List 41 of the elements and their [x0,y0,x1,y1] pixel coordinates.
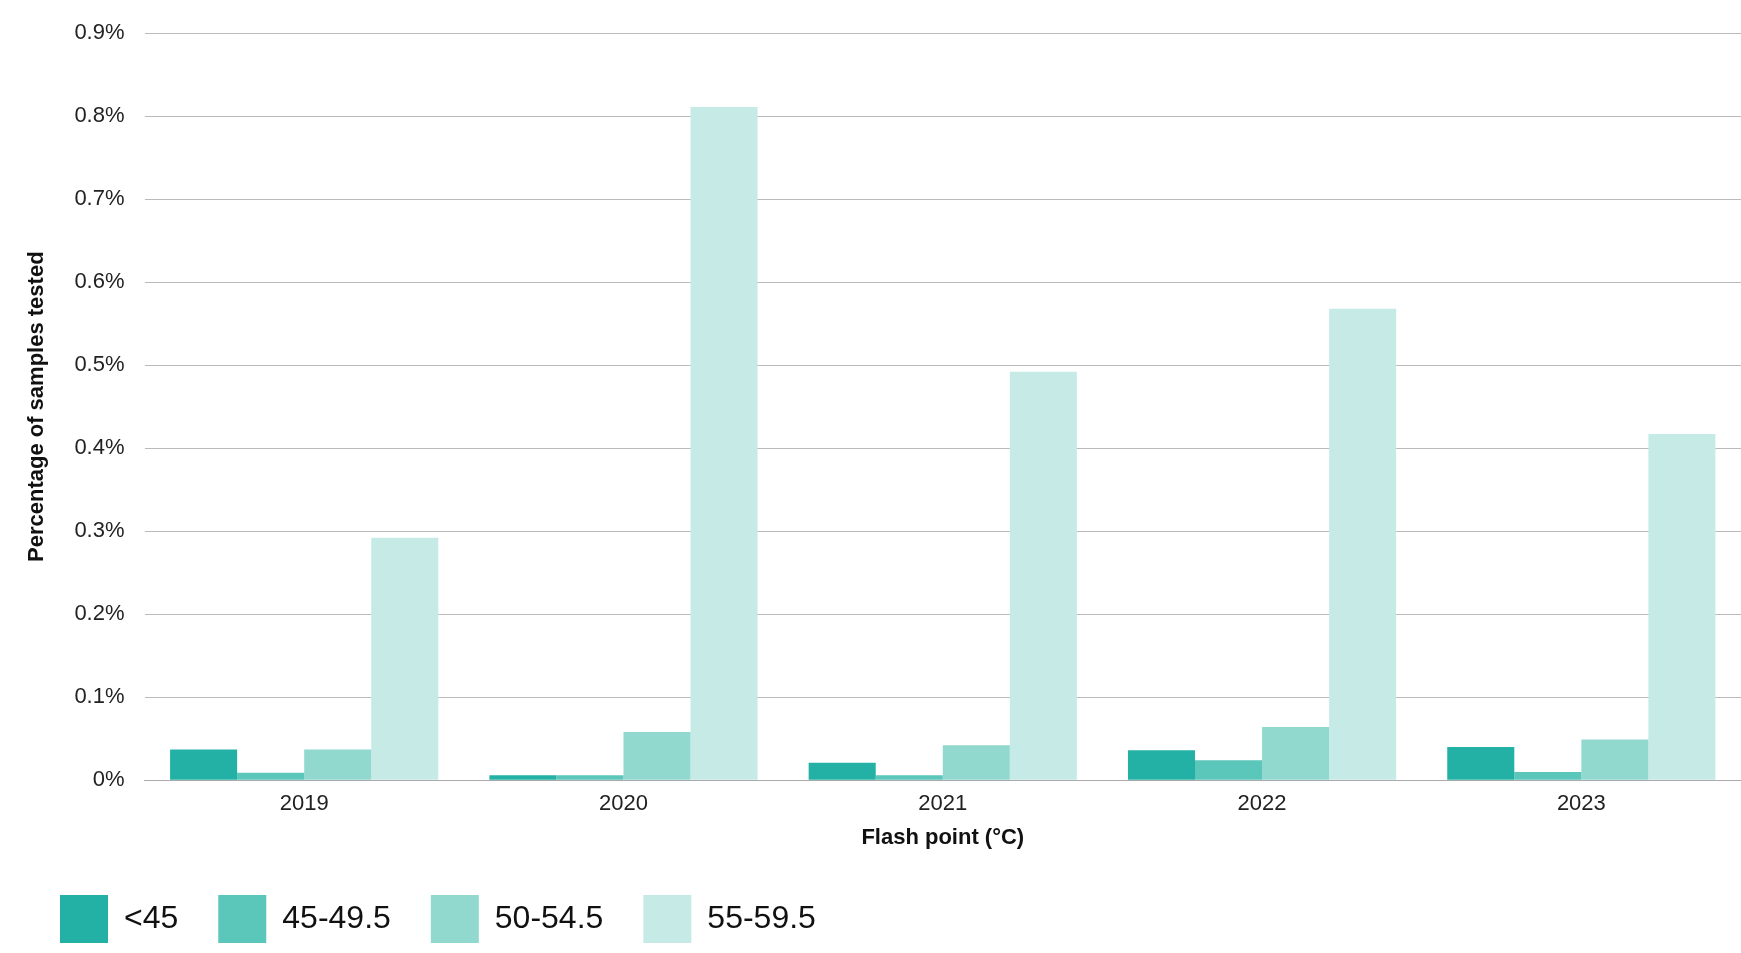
bar [1447,747,1515,780]
y-tick-label: 0.6% [74,268,125,294]
x-tick-label: 2021 [918,790,968,816]
y-tick-label: 0.5% [74,351,125,377]
bar [556,775,624,780]
y-tick-label: 0.1% [74,683,125,709]
bar [1195,760,1263,780]
bar [371,537,439,780]
x-tick-label: 2023 [1556,790,1606,816]
bar [1648,434,1716,780]
legend-label: 50-54.5 [494,898,604,935]
bar [170,749,238,780]
y-tick-label: 0% [92,766,125,792]
y-tick-label: 0.9% [74,19,125,45]
y-axis-title: Percentage of samples tested [23,251,49,562]
bar [1581,739,1649,780]
x-tick-label: 2020 [599,790,648,816]
bar [489,775,557,780]
x-tick-label: 2022 [1237,790,1287,816]
bar [1329,308,1397,780]
bar [875,775,943,780]
x-axis-title: Flash point (°C) [861,823,1025,849]
y-tick-label: 0.3% [74,517,125,543]
legend-label: <45 [124,898,179,935]
bar [1009,371,1077,780]
y-tick-label: 0.7% [74,185,125,211]
bar [1514,771,1582,780]
legend-label: 55-59.5 [707,898,816,935]
bar [1127,750,1196,780]
y-tick-label: 0.4% [74,434,125,460]
bar [304,749,372,780]
bar [690,107,758,780]
bar [808,762,876,780]
bar [623,732,691,780]
bar [1262,727,1330,780]
bar [942,745,1010,780]
bar [237,772,305,780]
y-tick-label: 0.8% [74,102,125,128]
legend-label: 45-49.5 [282,898,391,935]
x-tick-label: 2019 [279,790,329,816]
y-tick-label: 0.2% [74,600,125,626]
